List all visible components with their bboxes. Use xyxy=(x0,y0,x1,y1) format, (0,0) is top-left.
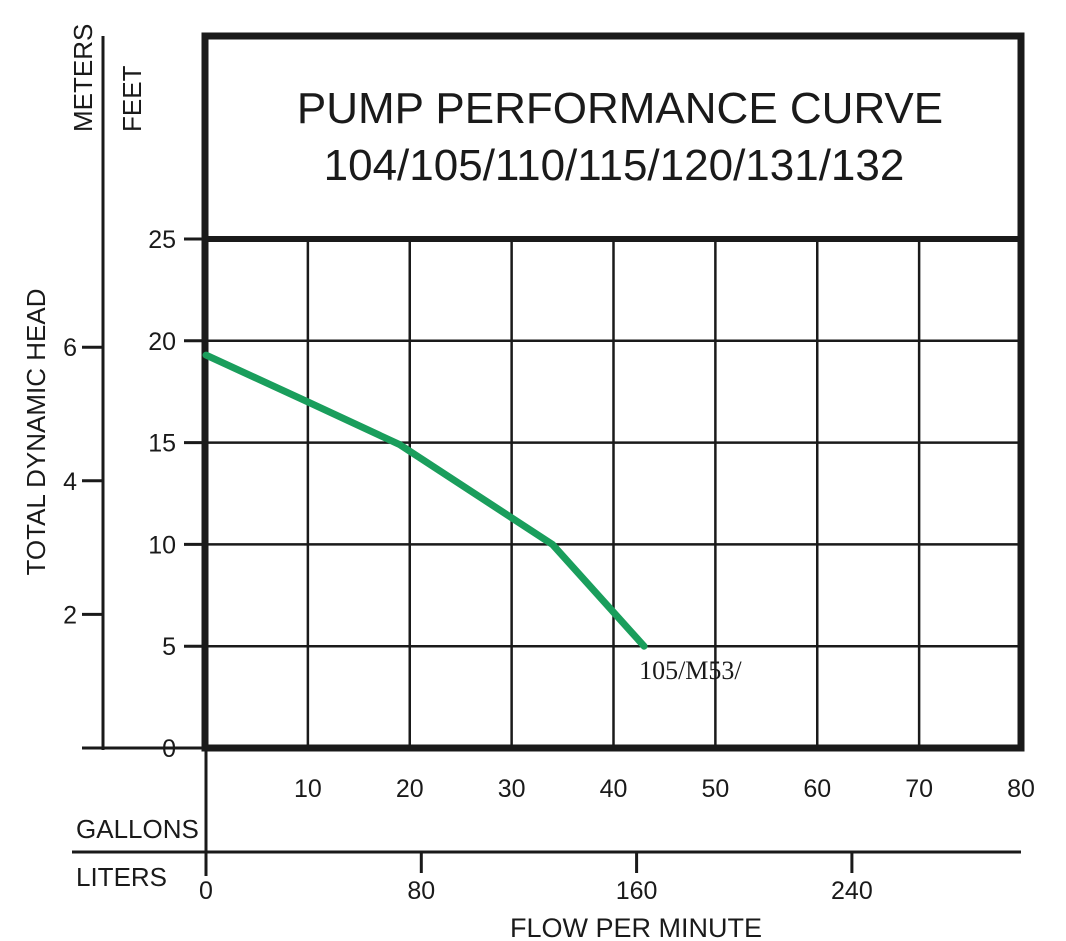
series-label-0: 105/M53/ xyxy=(639,656,742,685)
meters-tick-label-4: 4 xyxy=(63,468,77,496)
gallons-tick-label-40: 40 xyxy=(600,775,628,803)
liters-tick-label-0: 0 xyxy=(199,877,213,905)
meters-tick-label-6: 6 xyxy=(63,334,77,362)
feet-tick-label-0: 0 xyxy=(162,735,176,763)
x-axis-title: FLOW PER MINUTE xyxy=(510,913,762,941)
gallons-tick-label-70: 70 xyxy=(905,775,933,803)
gallons-tick-label-50: 50 xyxy=(701,775,729,803)
liters-tick-label-240: 240 xyxy=(831,877,873,905)
chart-title-line1: PUMP PERFORMANCE CURVE xyxy=(297,84,943,133)
y-axis-title: TOTAL DYNAMIC HEAD xyxy=(21,288,51,575)
chart-title-line2: 104/105/110/115/120/131/132 xyxy=(324,141,905,190)
grid-lines xyxy=(206,239,1021,748)
gallons-tick-label-30: 30 xyxy=(498,775,526,803)
feet-tick-label-10: 10 xyxy=(148,531,176,559)
gallons-tick-label-10: 10 xyxy=(294,775,322,803)
feet-tick-label-20: 20 xyxy=(148,328,176,356)
feet-tick-label-5: 5 xyxy=(162,633,176,661)
liters-tick-label-80: 80 xyxy=(407,877,435,905)
feet-tick-label-25: 25 xyxy=(148,226,176,254)
x-unit-gallons: GALLONS xyxy=(76,814,199,844)
y-unit-feet: FEET xyxy=(117,65,147,132)
gallons-tick-label-80: 80 xyxy=(1007,775,1035,803)
feet-tick-label-15: 15 xyxy=(148,430,176,458)
gallons-tick-label-60: 60 xyxy=(803,775,831,803)
data-series: 105/M53/ xyxy=(202,351,742,685)
y-unit-meters: METERS xyxy=(68,24,98,132)
axis-ticks: 0 5 10 15 20 25 2 4 6 10 20 30 40 50 60 70 80 0 80 160 240 xyxy=(63,226,1035,905)
x-unit-liters: LITERS xyxy=(76,862,167,892)
liters-tick-label-160: 160 xyxy=(616,877,658,905)
gallons-tick-label-20: 20 xyxy=(396,775,424,803)
series-line-0 xyxy=(202,351,648,650)
meters-tick-label-2: 2 xyxy=(63,601,77,629)
